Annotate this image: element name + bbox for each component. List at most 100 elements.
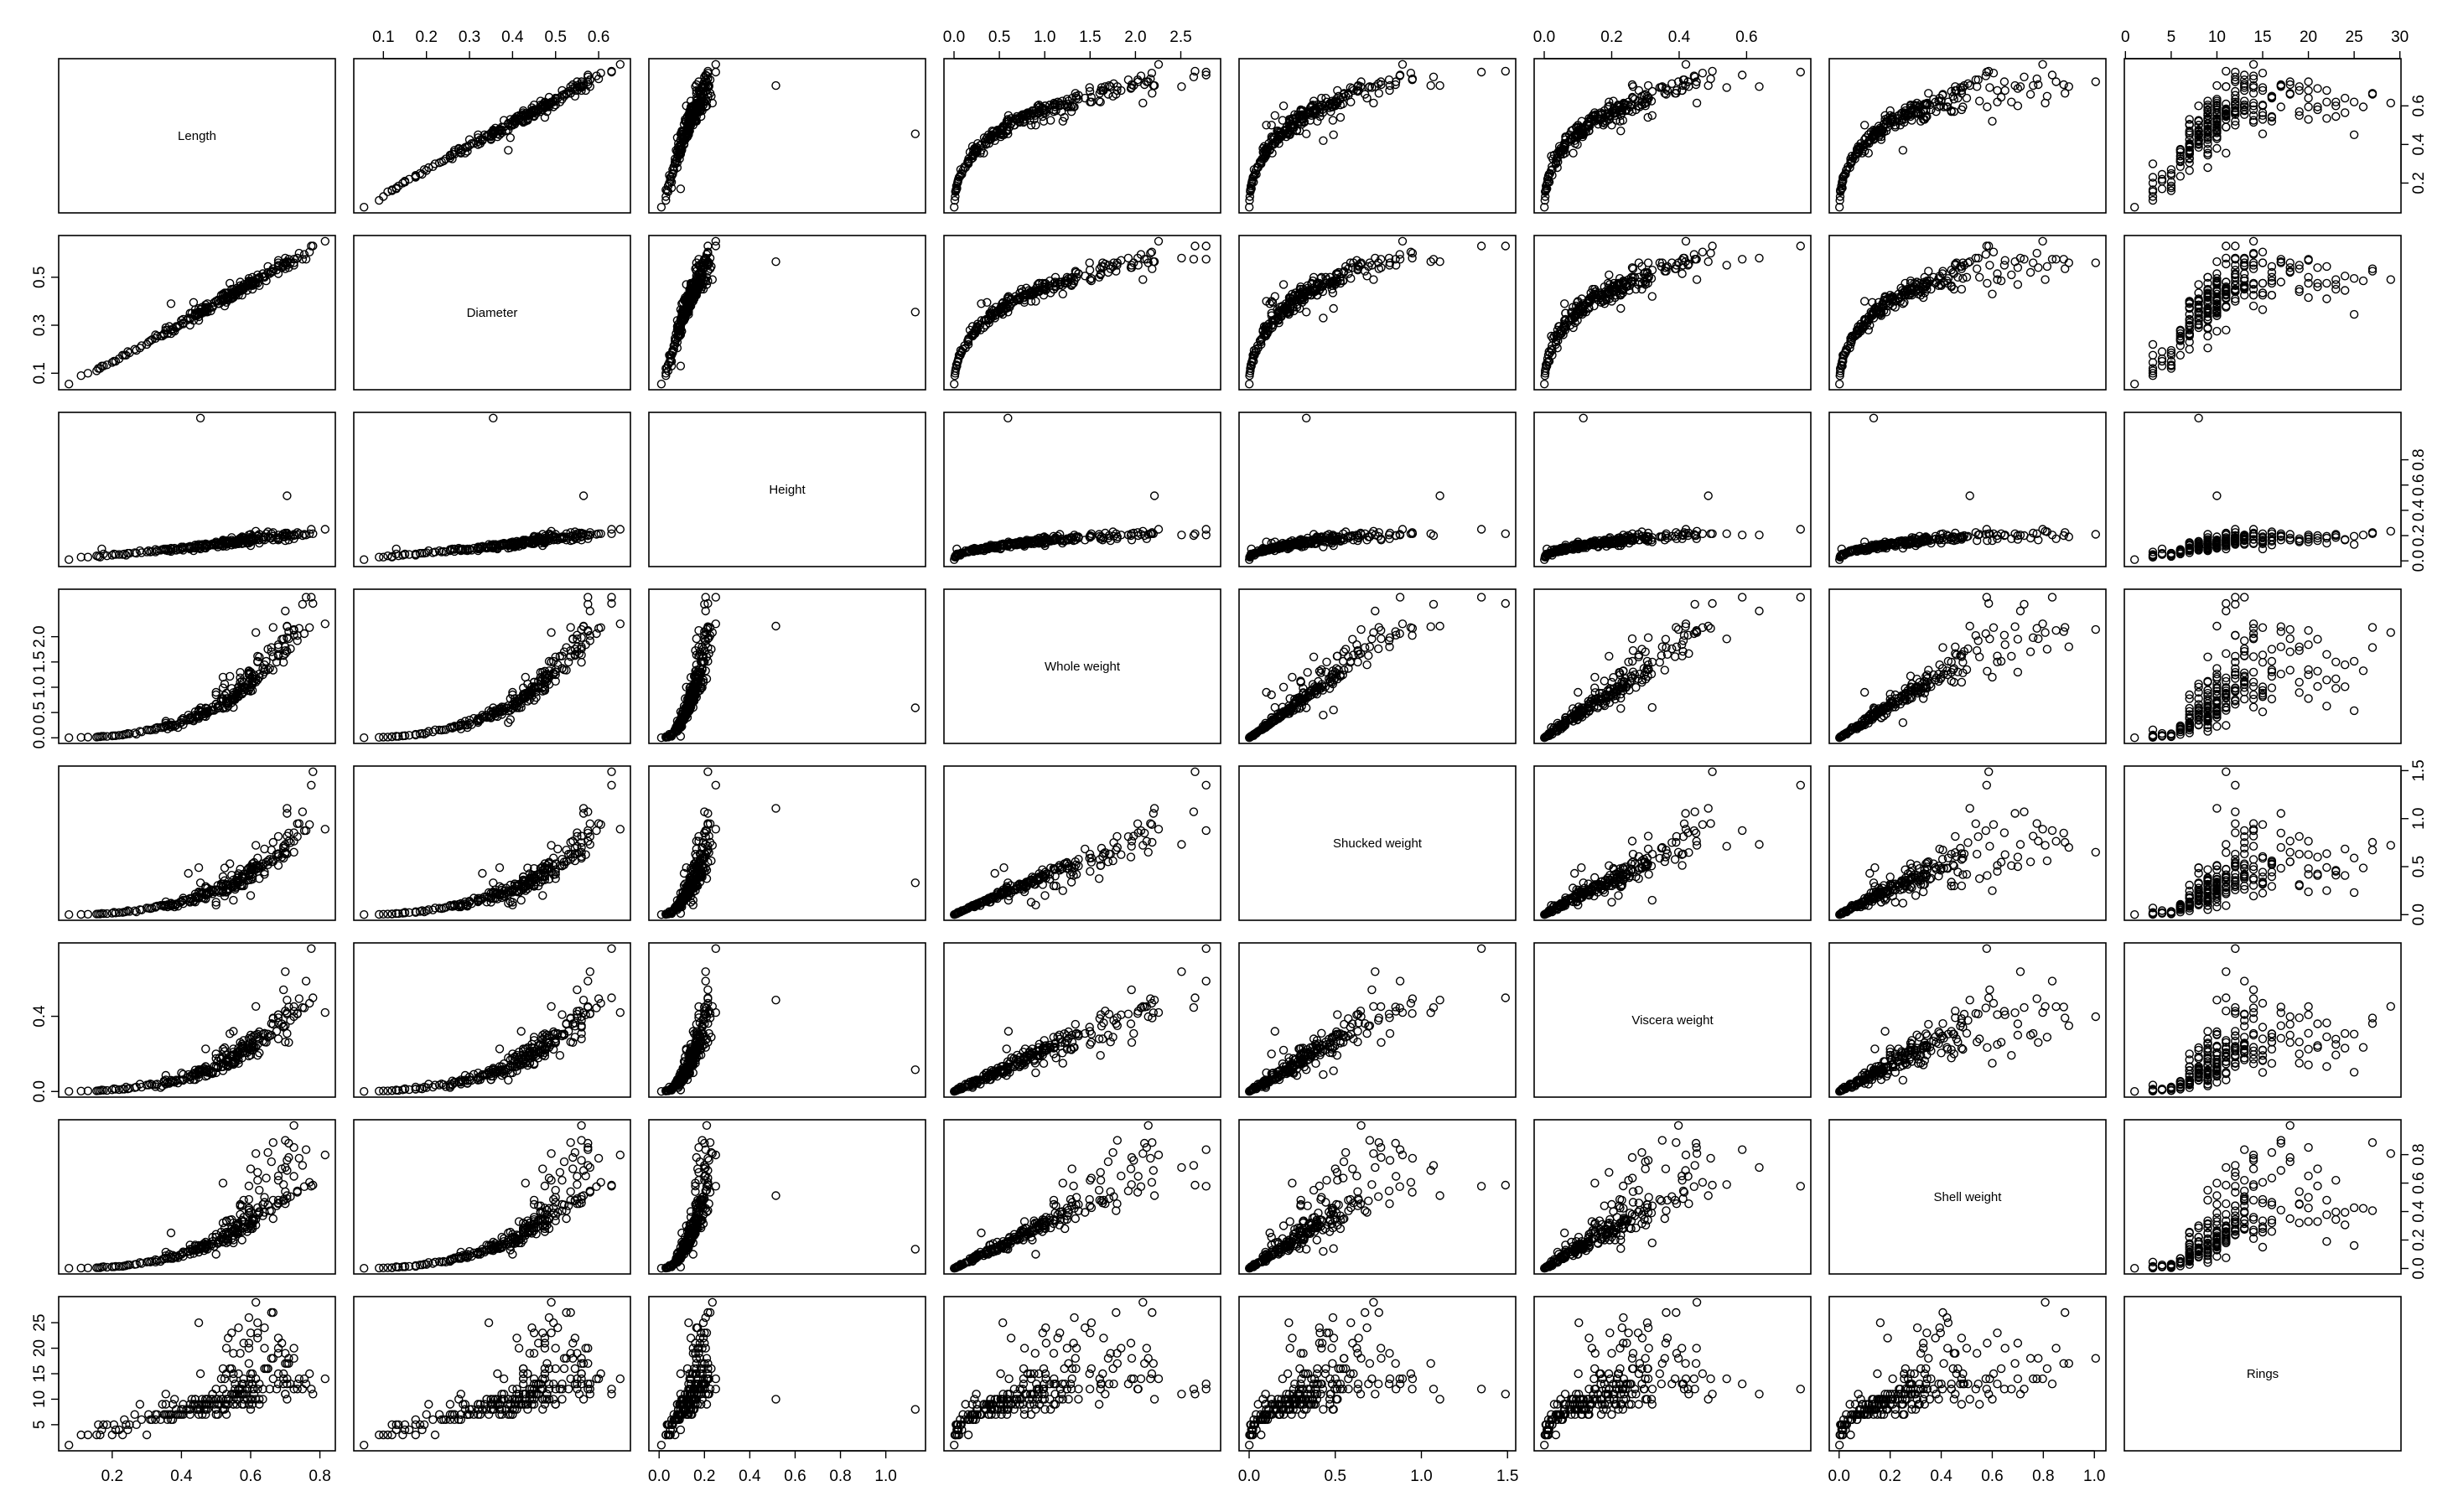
points-layer bbox=[64, 60, 2396, 1450]
data-point bbox=[2222, 82, 2231, 91]
data-point bbox=[1619, 99, 1629, 109]
data-point bbox=[2148, 350, 2158, 360]
data-point bbox=[1635, 102, 1645, 111]
data-point bbox=[1138, 275, 1148, 284]
data-point bbox=[97, 544, 106, 554]
diagonal-label-height: Height bbox=[769, 483, 806, 497]
panel-whole-weight-vs-shell-weight bbox=[1828, 588, 2107, 744]
data-point bbox=[540, 112, 550, 122]
data-point bbox=[1737, 531, 1747, 540]
data-point bbox=[1643, 80, 1653, 91]
data-point bbox=[1885, 106, 1895, 116]
data-point bbox=[1025, 109, 1035, 118]
data-point bbox=[1932, 106, 1941, 117]
data-point bbox=[1149, 80, 1159, 91]
data-point bbox=[2047, 70, 2057, 80]
panel-shell-weight-vs-diameter bbox=[353, 1119, 631, 1275]
panel-length-vs-shucked-weight bbox=[1238, 58, 1517, 214]
data-point bbox=[957, 168, 966, 179]
data-point bbox=[570, 91, 580, 101]
data-point bbox=[2025, 90, 2035, 99]
data-point bbox=[1333, 85, 1342, 96]
data-point bbox=[1094, 96, 1104, 106]
panel-whole-weight-vs-viscera-weight bbox=[1533, 588, 1812, 744]
data-point bbox=[1147, 68, 1157, 78]
data-point bbox=[1395, 250, 1404, 259]
data-point bbox=[2358, 276, 2368, 286]
data-point bbox=[1283, 124, 1292, 134]
data-point bbox=[1924, 89, 1933, 98]
data-point bbox=[691, 106, 700, 117]
panel-shell-weight-vs-height bbox=[648, 1119, 926, 1275]
data-point bbox=[2258, 247, 2268, 256]
data-point bbox=[1344, 91, 1353, 100]
data-point bbox=[1957, 105, 1967, 115]
data-point bbox=[1592, 114, 1602, 123]
data-point bbox=[495, 124, 505, 134]
panel-viscera-weight-vs-viscera-weight bbox=[1533, 942, 1812, 1098]
data-point bbox=[551, 93, 560, 103]
data-point bbox=[910, 129, 920, 138]
data-point bbox=[2222, 325, 2231, 334]
data-point bbox=[703, 68, 713, 78]
data-point bbox=[2331, 284, 2341, 294]
data-point bbox=[1435, 491, 1444, 500]
data-point bbox=[1148, 264, 1157, 273]
data-point bbox=[661, 192, 671, 201]
data-point bbox=[360, 202, 369, 212]
data-point bbox=[1691, 80, 1701, 90]
panel-diameter-vs-whole-weight bbox=[943, 235, 1221, 391]
panel-whole-weight-vs-diameter bbox=[353, 588, 631, 744]
data-point bbox=[585, 82, 594, 91]
data-point bbox=[1553, 163, 1562, 173]
data-point bbox=[1993, 97, 2002, 106]
data-point bbox=[570, 85, 580, 96]
data-point bbox=[1026, 121, 1036, 130]
data-point bbox=[1086, 92, 1097, 102]
panel-shell-weight-vs-shell-weight bbox=[1828, 1119, 2107, 1275]
data-point bbox=[76, 371, 86, 381]
data-point bbox=[1319, 313, 1328, 323]
data-point bbox=[1678, 75, 1688, 85]
data-point bbox=[2148, 159, 2158, 168]
data-point bbox=[1014, 117, 1024, 127]
data-point bbox=[949, 380, 959, 389]
data-point bbox=[320, 236, 329, 246]
data-point bbox=[1278, 101, 1289, 111]
panel-length-vs-height bbox=[648, 58, 926, 214]
data-point bbox=[1071, 93, 1081, 103]
data-point bbox=[1270, 111, 1280, 121]
data-point bbox=[1965, 80, 1974, 91]
data-point bbox=[1385, 80, 1395, 91]
data-point bbox=[1859, 121, 1869, 130]
data-point bbox=[1085, 86, 1095, 96]
data-point bbox=[2340, 108, 2350, 117]
data-point bbox=[2386, 275, 2396, 284]
data-point bbox=[2322, 114, 2331, 123]
data-point bbox=[1256, 156, 1266, 166]
data-point bbox=[1040, 101, 1050, 111]
data-point bbox=[661, 195, 671, 205]
panel-diameter-vs-height bbox=[648, 235, 926, 391]
data-point bbox=[1271, 137, 1280, 147]
data-point bbox=[1989, 247, 1999, 256]
panel-shell-weight-vs-whole-weight bbox=[943, 1119, 1221, 1275]
data-point bbox=[1003, 413, 1013, 422]
data-point bbox=[1398, 236, 1408, 246]
data-point bbox=[489, 129, 498, 138]
data-point bbox=[1501, 66, 1511, 76]
data-point bbox=[910, 308, 920, 317]
data-point bbox=[615, 60, 625, 70]
data-point bbox=[1722, 261, 1731, 270]
data-point bbox=[1988, 289, 1997, 298]
data-point bbox=[1539, 380, 1549, 389]
data-point bbox=[1540, 192, 1550, 201]
data-point bbox=[566, 89, 575, 98]
data-point bbox=[482, 131, 491, 141]
data-point bbox=[415, 168, 425, 179]
data-point bbox=[1288, 114, 1297, 123]
data-point bbox=[693, 105, 703, 115]
data-point bbox=[700, 80, 709, 90]
data-point bbox=[1570, 131, 1580, 141]
data-point bbox=[1706, 248, 1715, 258]
